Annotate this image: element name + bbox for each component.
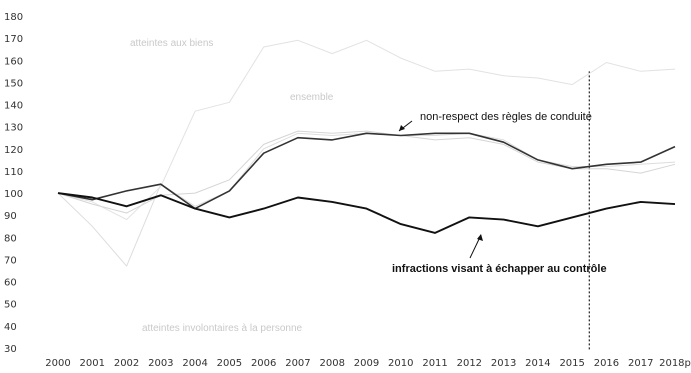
series-line [57, 132, 676, 210]
x-tick-label: 2011 [422, 358, 447, 369]
y-tick-label: 90 [4, 211, 17, 222]
y-tick-label: 170 [4, 34, 23, 45]
x-tick-label: 2001 [80, 358, 105, 369]
annotation-ensemble: ensemble [290, 92, 334, 103]
x-tick-label: 2017 [628, 358, 653, 369]
annotation-infractions-arrowhead [477, 234, 483, 241]
annotation-atteintes-biens: atteintes aux biens [130, 38, 213, 49]
y-tick-label: 60 [4, 278, 17, 289]
annotation-non-respect-arrowhead [399, 125, 405, 131]
y-tick-label: 160 [4, 56, 23, 67]
y-tick-label: 140 [4, 101, 23, 112]
x-tick-label: 2006 [251, 358, 276, 369]
annotation-non-respect: non-respect des règles de conduite [420, 111, 592, 123]
annotation-atteintes-involontaires: atteintes involontaires à la personne [142, 323, 303, 334]
x-tick-label: 2015 [559, 358, 584, 369]
series-line [57, 192, 676, 234]
x-tick-label: 2003 [148, 358, 173, 369]
x-tick-label: 2008 [319, 358, 344, 369]
y-tick-label: 70 [4, 255, 17, 266]
series-line [57, 39, 676, 221]
x-tick-label: 2007 [285, 358, 310, 369]
x-tick-label: 2005 [217, 358, 242, 369]
y-tick-label: 50 [4, 300, 17, 311]
y-tick-label: 40 [4, 322, 17, 333]
x-tick-label: 2012 [457, 358, 482, 369]
y-axis-ticks: 30 40 50 60 70 80 90 100 110 120 130 140 150 160 170 18… [4, 12, 23, 355]
x-tick-label: 2013 [491, 358, 516, 369]
x-tick-label: 2014 [525, 358, 550, 369]
y-tick-label: 30 [4, 344, 17, 355]
series-line [57, 132, 676, 267]
x-tick-label: 2016 [594, 358, 619, 369]
series-lines [57, 39, 676, 267]
y-tick-label: 180 [4, 12, 23, 23]
annotation-infractions: infractions visant à échapper au contrôl… [392, 263, 607, 275]
y-tick-label: 150 [4, 78, 23, 89]
y-tick-label: 100 [4, 189, 23, 200]
y-tick-label: 80 [4, 233, 17, 244]
y-tick-label: 110 [4, 167, 23, 178]
y-tick-label: 120 [4, 145, 23, 156]
y-tick-label: 130 [4, 123, 23, 134]
x-tick-label: 2018p [659, 358, 691, 369]
x-tick-label: 2000 [45, 358, 70, 369]
series-line [57, 130, 676, 214]
x-tick-label: 2009 [354, 358, 379, 369]
x-axis-ticks: 2000 2001 2002 2003 2004 2005 2006 2007 2008 2009… [45, 358, 691, 369]
x-tick-label: 2004 [182, 358, 207, 369]
x-tick-label: 2010 [388, 358, 413, 369]
x-tick-label: 2002 [114, 358, 139, 369]
